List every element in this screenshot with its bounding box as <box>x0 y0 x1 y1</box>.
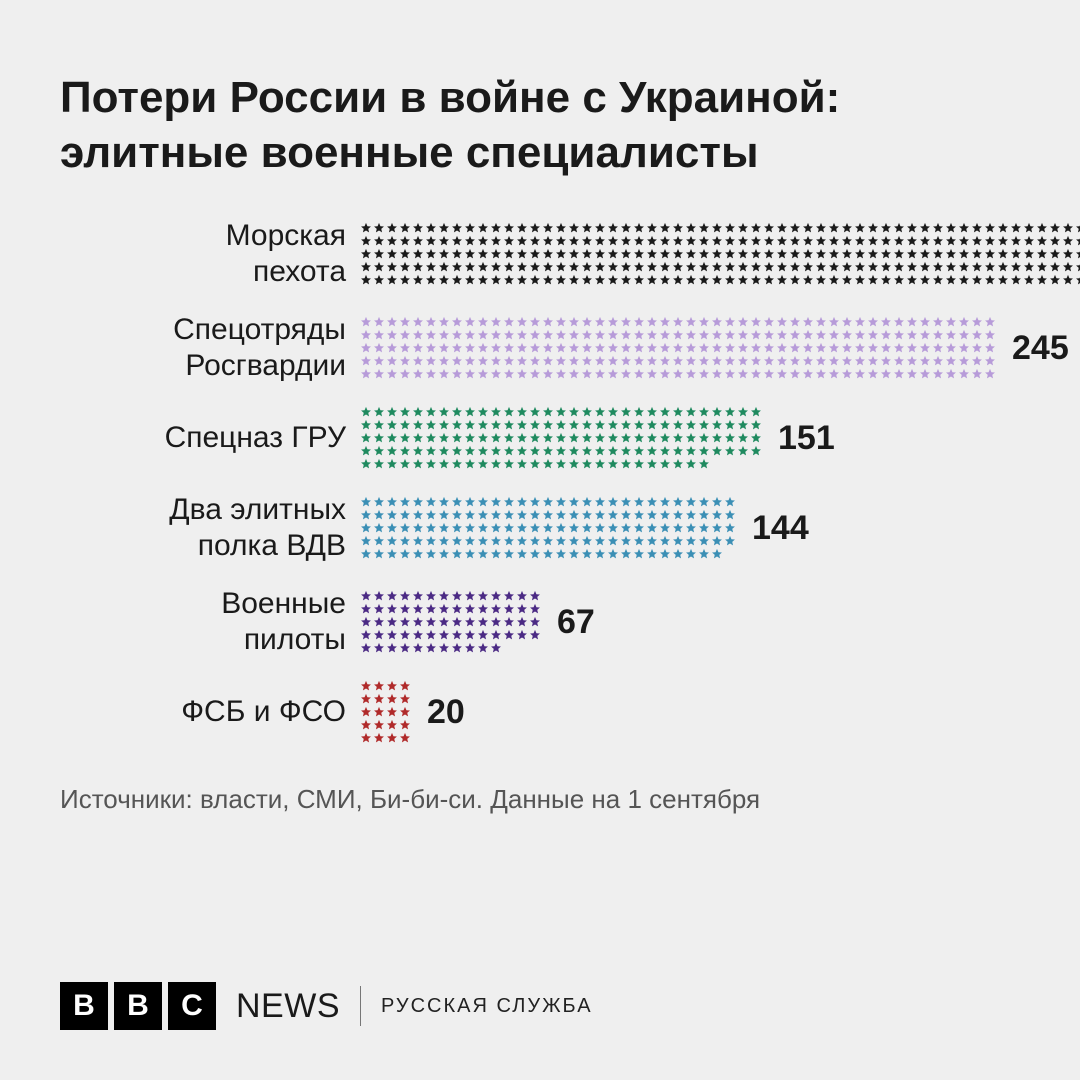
pictogram-group: 245 <box>360 316 1069 380</box>
bbc-news-label: NEWS <box>236 987 340 1026</box>
pictogram-group: 67 <box>360 590 595 654</box>
category-value: 144 <box>752 509 809 548</box>
infographic-page: Потери России в войне с Украиной: элитны… <box>0 0 1080 1080</box>
pictogram-group: 337 <box>360 222 1080 286</box>
source-text: Источники: власти, СМИ, Би-би-си. Данные… <box>60 784 1020 815</box>
pictogram-group: 144 <box>360 496 809 560</box>
category-value: 20 <box>427 693 465 732</box>
chart-row: ФСБ и ФСО 20 <box>60 680 1020 744</box>
category-label: Морская пехота <box>60 218 360 290</box>
chart-row: Морская пехота337 <box>60 218 1020 290</box>
pictogram-group: 20 <box>360 680 465 744</box>
footer-divider <box>360 986 361 1026</box>
footer: B B C NEWS РУССКАЯ СЛУЖБА <box>60 982 1020 1030</box>
pictogram-group: 151 <box>360 406 835 470</box>
page-title: Потери России в войне с Украиной: элитны… <box>60 70 1020 180</box>
star-grid <box>360 316 996 380</box>
category-label: Спецотряды Росгвардии <box>60 312 360 384</box>
star-grid <box>360 222 1080 286</box>
category-label: Два элитных полка ВДВ <box>60 492 360 564</box>
star-grid <box>360 590 541 654</box>
chart-row: Спецназ ГРУ 151 <box>60 406 1020 470</box>
bbc-letter: C <box>168 982 216 1030</box>
pictogram-chart: Морская пехота337 Спецотряды Росгвардии24… <box>60 218 1020 766</box>
category-label: ФСБ и ФСО <box>60 694 360 730</box>
bbc-letter: B <box>60 982 108 1030</box>
bbc-letter: B <box>114 982 162 1030</box>
bbc-logo: B B C <box>60 982 216 1030</box>
star-grid <box>360 496 736 560</box>
service-label: РУССКАЯ СЛУЖБА <box>381 995 593 1018</box>
category-label: Спецназ ГРУ <box>60 420 360 456</box>
star-grid <box>360 406 762 470</box>
star-grid <box>360 680 411 744</box>
chart-row: Два элитных полка ВДВ 144 <box>60 492 1020 564</box>
category-value: 151 <box>778 419 835 458</box>
chart-row: Спецотряды Росгвардии245 <box>60 312 1020 384</box>
category-value: 245 <box>1012 329 1069 368</box>
category-label: Военные пилоты <box>60 586 360 658</box>
chart-row: Военные пилоты 67 <box>60 586 1020 658</box>
category-value: 67 <box>557 603 595 642</box>
